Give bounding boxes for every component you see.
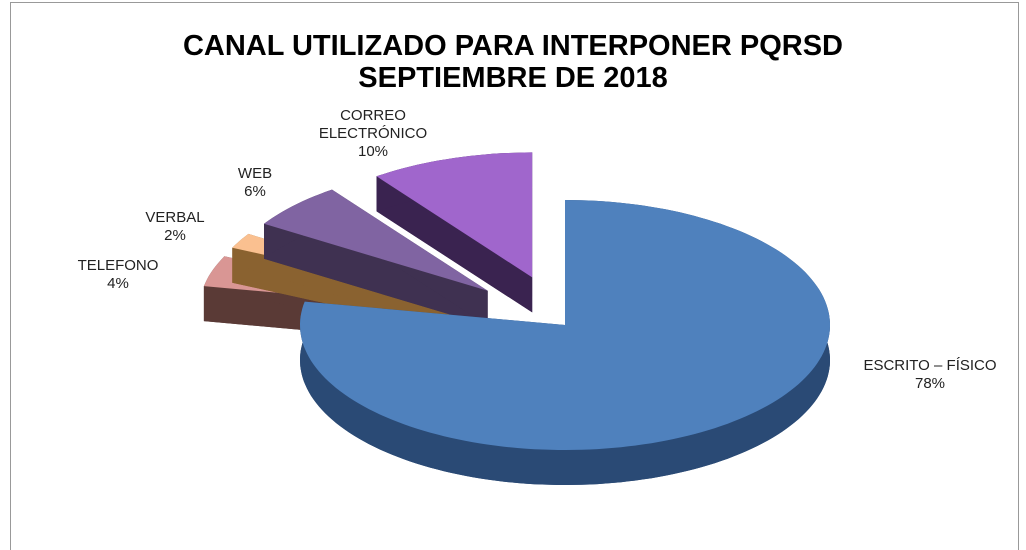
slice [376, 152, 533, 313]
slice [376, 152, 533, 278]
value-label: 10% [357, 143, 389, 160]
slice-edge [264, 223, 488, 326]
value-label: 78% [914, 375, 946, 392]
slice-label: TELEFONO [77, 257, 159, 274]
slice-label: WEB [237, 165, 273, 182]
value-label: 4% [107, 275, 129, 292]
slice-label: ESCRITO – FÍSICO [863, 357, 997, 374]
value-label: 6% [244, 183, 266, 200]
chart-title: CANAL UTILIZADO PARA INTERPONER PQRSD [182, 30, 844, 62]
slice-label: CORREO ELECTRÓNICO [318, 107, 428, 142]
value-label: 2% [164, 227, 186, 244]
slice-label: VERBAL [145, 209, 205, 226]
chart-subtitle: SEPTIEMBRE DE 2018 [358, 62, 668, 94]
slice-edge [376, 176, 533, 313]
slice [300, 200, 830, 485]
slice [300, 200, 830, 450]
slice [264, 189, 488, 291]
slice [264, 189, 488, 326]
